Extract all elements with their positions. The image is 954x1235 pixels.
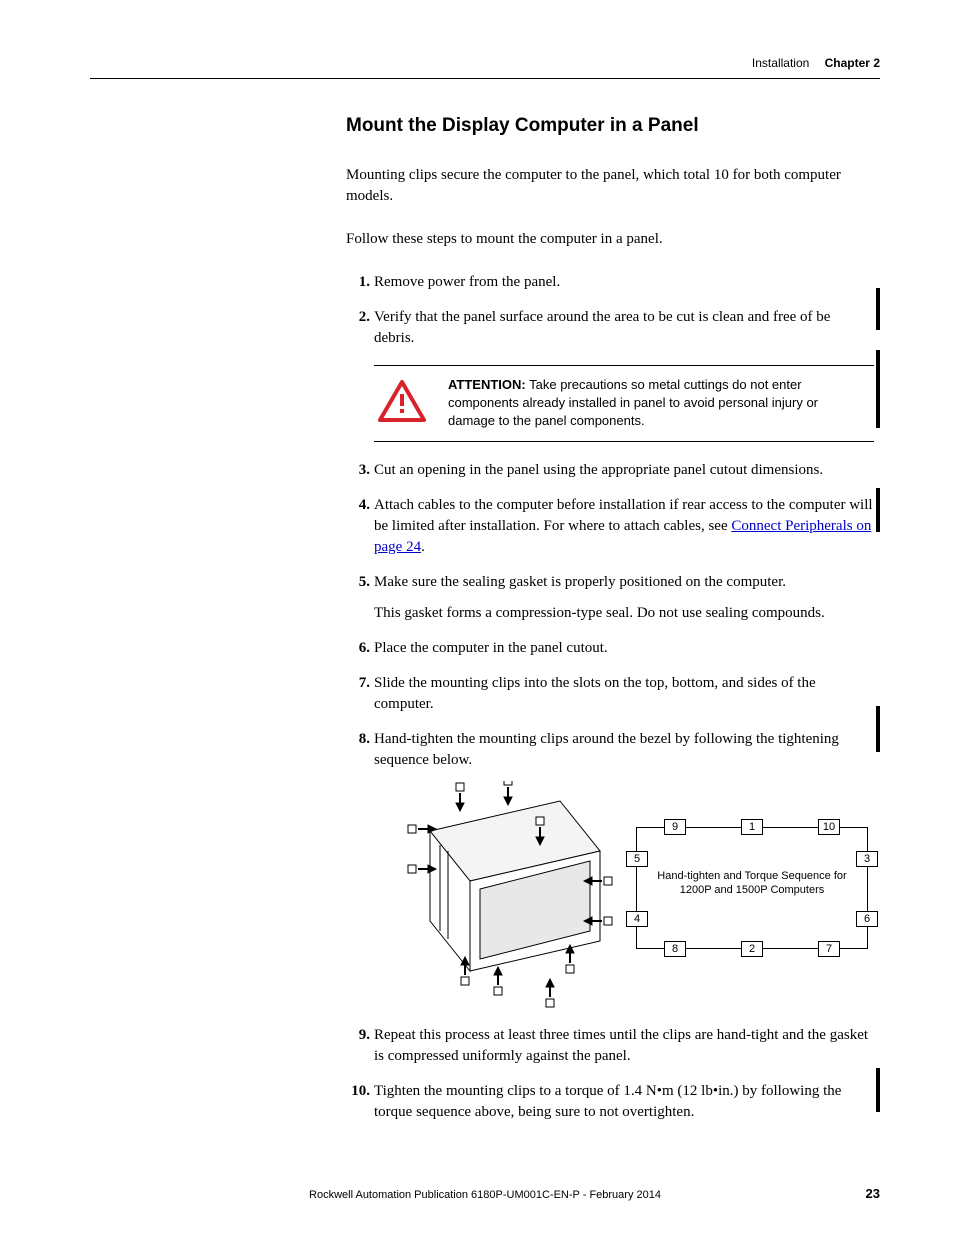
steps-list: 1.Remove power from the panel. 2.Verify … — [346, 272, 874, 1123]
seq-box-6: 6 — [856, 911, 878, 927]
step-5-note: This gasket forms a compression-type sea… — [374, 603, 874, 624]
step-7: 7.Slide the mounting clips into the slot… — [374, 673, 874, 715]
seq-box-3: 3 — [856, 851, 878, 867]
edge-bar-icon — [876, 1068, 880, 1112]
main-content: Mount the Display Computer in a Panel Mo… — [346, 115, 880, 1123]
seq-box-4: 4 — [626, 911, 648, 927]
seq-box-10: 10 — [818, 819, 840, 835]
seq-box-8: 8 — [664, 941, 686, 957]
seq-box-9: 9 — [664, 819, 686, 835]
seq-box-1: 1 — [741, 819, 763, 835]
footer-page-number: 23 — [852, 1186, 880, 1201]
step-6: 6.Place the computer in the panel cutout… — [374, 638, 874, 659]
step-5: 5.Make sure the sealing gasket is proper… — [374, 572, 874, 624]
step-8-text: Hand-tighten the mounting clips around t… — [374, 731, 839, 768]
seq-box-7: 7 — [818, 941, 840, 957]
step-9-text: Repeat this process at least three times… — [374, 1027, 868, 1064]
step-4-text: Attach cables to the computer before ins… — [374, 497, 873, 555]
step-10-text: Tighten the mounting clips to a torque o… — [374, 1083, 841, 1120]
edge-bar-icon — [876, 488, 880, 532]
page-footer: Rockwell Automation Publication 6180P-UM… — [90, 1186, 880, 1201]
header-chapter: Chapter 2 — [825, 56, 880, 70]
step-3-text: Cut an opening in the panel using the ap… — [374, 462, 823, 478]
attention-triangle-icon — [374, 376, 430, 422]
step-1-text: Remove power from the panel. — [374, 274, 560, 290]
step-7-text: Slide the mounting clips into the slots … — [374, 675, 816, 712]
attention-callout: ATTENTION: Take precautions so metal cut… — [374, 365, 874, 442]
seq-box-2: 2 — [741, 941, 763, 957]
header-section: Installation — [752, 56, 809, 70]
mounting-figure: 9 1 10 5 4 3 6 8 2 7 Hand-tighten and To — [366, 781, 874, 1011]
seq-box-5: 5 — [626, 851, 648, 867]
step-9: 9.Repeat this process at least three tim… — [374, 1025, 874, 1067]
intro-para-2: Follow these steps to mount the computer… — [346, 229, 874, 250]
edge-bar-icon — [876, 350, 880, 428]
footer-publication: Rockwell Automation Publication 6180P-UM… — [118, 1189, 852, 1201]
step-2-text: Verify that the panel surface around the… — [374, 309, 830, 346]
step-5-text: Make sure the sealing gasket is properly… — [374, 574, 786, 590]
step-2: 2.Verify that the panel surface around t… — [374, 307, 874, 442]
step-8: 8.Hand-tighten the mounting clips around… — [374, 729, 874, 1011]
sequence-label: Hand-tighten and Torque Sequence for 120… — [656, 869, 848, 898]
step-3: 3.Cut an opening in the panel using the … — [374, 460, 874, 481]
section-title: Mount the Display Computer in a Panel — [346, 115, 874, 137]
edge-bar-icon — [876, 288, 880, 330]
attention-text: ATTENTION: Take precautions so metal cut… — [448, 376, 868, 431]
step-1: 1.Remove power from the panel. — [374, 272, 874, 293]
edge-bar-icon — [876, 706, 880, 752]
attention-label: ATTENTION: — [448, 377, 526, 392]
step-4: 4.Attach cables to the computer before i… — [374, 495, 874, 558]
step-10: 10.Tighten the mounting clips to a torqu… — [374, 1081, 874, 1123]
header-rule — [90, 78, 880, 79]
computer-illustration — [390, 781, 622, 1011]
intro-para-1: Mounting clips secure the computer to th… — [346, 165, 874, 207]
page-header: Installation Chapter 2 — [90, 56, 880, 70]
step-6-text: Place the computer in the panel cutout. — [374, 640, 608, 656]
